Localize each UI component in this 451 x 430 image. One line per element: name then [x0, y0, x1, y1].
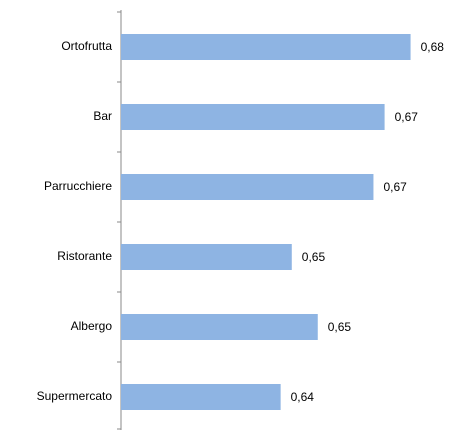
bar — [121, 244, 292, 270]
category-label: Ristorante — [57, 249, 112, 263]
value-label: 0,68 — [421, 40, 445, 54]
category-label: Ortofrutta — [61, 39, 112, 53]
value-label: 0,67 — [383, 180, 407, 194]
bar — [121, 104, 385, 130]
value-label: 0,64 — [291, 390, 315, 404]
bar — [121, 384, 281, 410]
category-label: Supermercato — [37, 389, 113, 403]
bar — [121, 314, 318, 340]
value-label: 0,67 — [395, 110, 419, 124]
category-label: Albergo — [71, 319, 113, 333]
bar — [121, 34, 411, 60]
value-label: 0,65 — [328, 320, 352, 334]
category-label: Parrucchiere — [44, 179, 112, 193]
bar — [121, 174, 374, 200]
category-label: Bar — [93, 109, 112, 123]
value-label: 0,65 — [302, 250, 326, 264]
